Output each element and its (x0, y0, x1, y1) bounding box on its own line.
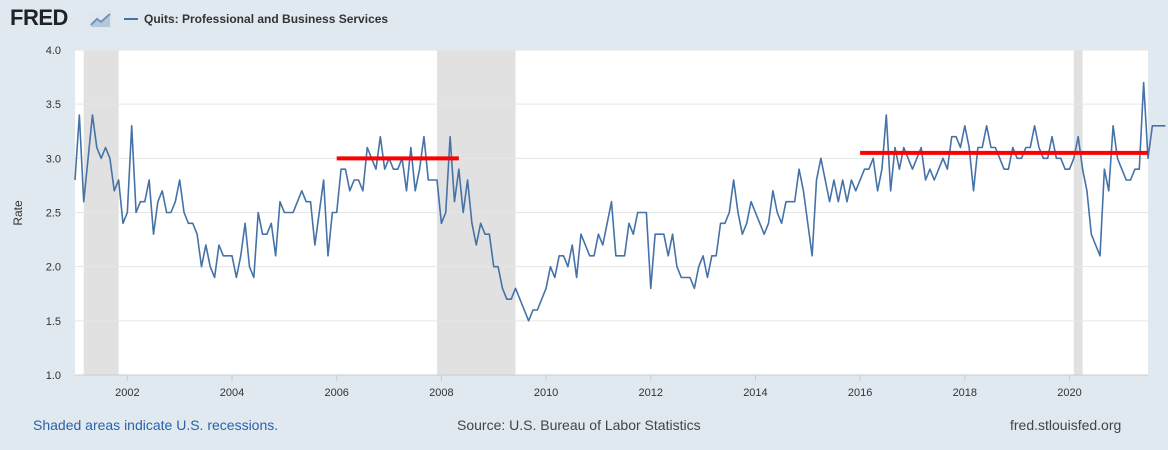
recession-note-link[interactable]: Shaded areas indicate U.S. recessions. (33, 417, 279, 433)
series-line[interactable] (74, 81, 1166, 322)
x-axis-ticks: 2002 2004 2006 2008 2010 2012 2014 2016 2018 2020 (75, 374, 1148, 399)
y-tick-label: 1.0 (46, 370, 61, 382)
x-tick-label: 2006 (324, 387, 348, 399)
line-chart: 1.01.52.02.53.03.54.0 2002 2004 2006 2008 20… (11, 45, 1166, 399)
y-tick-label: 2.0 (46, 262, 61, 274)
y-tick-label: 1.5 (46, 316, 61, 328)
legend-swatch (124, 18, 138, 20)
x-tick-label: 2016 (848, 387, 872, 399)
y-tick-label: 4.0 (46, 45, 61, 57)
y-tick-label: 3.0 (46, 153, 61, 165)
site-link[interactable]: fred.stlouisfed.org (1010, 417, 1122, 433)
x-tick-label: 2012 (639, 387, 663, 399)
y-tick-label: 2.5 (46, 208, 61, 220)
x-tick-label: 2002 (115, 387, 139, 399)
x-tick-label: 2014 (743, 387, 767, 399)
legend-label[interactable]: Quits: Professional and Business Service… (144, 12, 389, 26)
y-tick-label: 3.5 (46, 99, 61, 111)
legend: Quits: Professional and Business Service… (124, 11, 388, 27)
x-tick-label: 2004 (220, 387, 244, 399)
x-tick-label: 2010 (534, 387, 558, 399)
source-text: Source: U.S. Bureau of Labor Statistics (457, 417, 701, 433)
x-tick-label: 2020 (1057, 387, 1081, 399)
chart-header: FRED Quits: Professional and Business Se… (0, 0, 1168, 40)
y-axis-title: Rate (11, 200, 25, 226)
fred-logo[interactable]: FRED (10, 5, 68, 30)
annotations (336, 150, 1148, 161)
x-tick-label: 2008 (429, 387, 453, 399)
x-tick-label: 2018 (953, 387, 977, 399)
y-axis-ticks: 1.0 1.5 2.0 2.5 3.0 3.5 4.0 (46, 45, 61, 382)
line-graph-icon (89, 10, 113, 28)
